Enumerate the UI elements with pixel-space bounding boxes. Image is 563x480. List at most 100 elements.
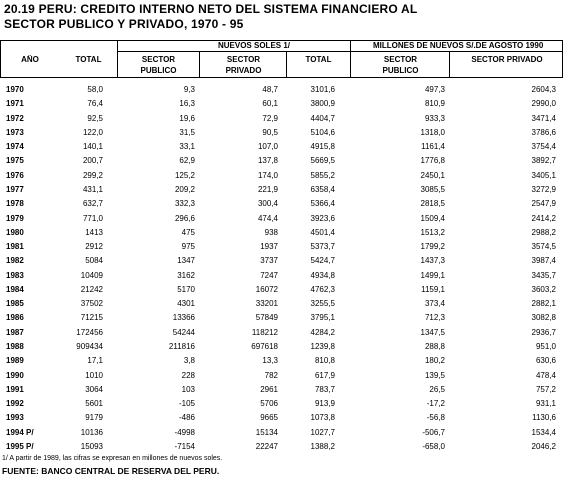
value-cell: 16,3: [179, 99, 195, 109]
year-cell: 1978: [6, 199, 24, 209]
value-cell: 2936,7: [531, 327, 556, 337]
year-cell: 1995 P/: [6, 442, 34, 451]
value-cell: 3405,1: [531, 170, 556, 180]
year-cell: 1974: [6, 142, 24, 152]
value-cell: 3754,4: [531, 142, 556, 152]
year-cell: 1987: [6, 327, 24, 337]
value-cell: -506,7: [422, 427, 445, 437]
value-cell: 5855,2: [310, 170, 335, 180]
value-cell: 107,0: [257, 142, 278, 152]
column-header: SECTOR PUBLICO: [382, 55, 419, 75]
year-cell: 1984: [6, 284, 24, 294]
year-cell: 1973: [6, 127, 24, 137]
value-cell: 4915,8: [310, 142, 335, 152]
value-cell: 72,9: [262, 113, 278, 123]
group-header: MILLONES DE NUEVOS S/.DE AGOSTO 1990: [373, 41, 544, 50]
value-cell: 497,3: [424, 85, 445, 94]
value-cell: 332,3: [174, 199, 195, 209]
value-cell: 2912: [85, 242, 103, 252]
value-cell: 474,4: [257, 213, 278, 223]
value-cell: 2988,2: [531, 227, 556, 237]
value-cell: 300,4: [257, 199, 278, 209]
value-cell: 15134: [255, 427, 278, 437]
column-header: SECTOR PRIVADO: [225, 55, 262, 75]
value-cell: 2450,1: [420, 170, 445, 180]
value-cell: 630,6: [535, 356, 556, 366]
value-cell: 2990,0: [531, 99, 556, 109]
value-cell: 5424,7: [310, 256, 335, 266]
value-cell: 975: [181, 242, 195, 252]
value-cell: 938: [264, 227, 278, 237]
year-cell: 1991: [6, 384, 24, 394]
value-cell: 4762,3: [310, 284, 335, 294]
year-cell: 1994 P/: [6, 427, 34, 437]
year-cell: 1993: [6, 413, 24, 423]
value-cell: 90,5: [262, 127, 278, 137]
value-cell: 200,7: [82, 156, 103, 166]
column-header: SECTOR PRIVADO: [471, 55, 543, 64]
value-cell: 5366,4: [310, 199, 335, 209]
value-cell: -56,8: [426, 413, 445, 423]
value-cell: 296,6: [174, 213, 195, 223]
value-cell: 10409: [80, 270, 103, 280]
value-cell: 3795,1: [310, 313, 335, 323]
value-cell: 54244: [172, 327, 195, 337]
value-cell: 3471,4: [531, 113, 556, 123]
year-cell: 1970: [6, 85, 24, 94]
value-cell: 48,7: [262, 85, 278, 94]
value-cell: 5373,7: [310, 242, 335, 252]
value-cell: 2818,5: [420, 199, 445, 209]
value-cell: 3435,7: [531, 270, 556, 280]
column-header: SECTOR PUBLICO: [140, 55, 177, 75]
value-cell: 3,8: [183, 356, 195, 366]
value-cell: 122,0: [82, 127, 103, 137]
group-header: NUEVOS SOLES 1/: [217, 41, 291, 50]
value-cell: 17,1: [87, 356, 103, 366]
value-cell: 3923,6: [310, 213, 335, 223]
value-cell: 31,5: [179, 127, 195, 137]
value-cell: 1534,4: [531, 427, 556, 437]
value-cell: 913,9: [314, 399, 335, 409]
value-cell: 3737: [260, 256, 278, 266]
title: 20.19 PERU: CREDITO INTERNO NETO DEL SIS…: [4, 2, 418, 16]
value-cell: 909434: [76, 342, 103, 352]
value-cell: 16072: [255, 284, 278, 294]
value-cell: 3892,7: [531, 156, 556, 166]
value-cell: 1799,2: [420, 242, 445, 252]
value-cell: 299,2: [82, 170, 103, 180]
year-cell: 1980: [6, 227, 24, 237]
footnote: 1/ A partir de 1989, las cifras se expre…: [2, 455, 223, 462]
value-cell: 933,3: [424, 113, 445, 123]
value-cell: 62,9: [179, 156, 195, 166]
value-cell: 7247: [260, 270, 278, 280]
value-cell: 15093: [80, 442, 103, 451]
value-cell: 5601: [85, 399, 103, 409]
value-cell: 33,1: [179, 142, 195, 152]
value-cell: 2961: [260, 384, 278, 394]
value-cell: 71215: [80, 313, 103, 323]
value-cell: 632,7: [82, 199, 103, 209]
value-cell: 221,9: [257, 184, 278, 194]
value-cell: 1388,2: [310, 442, 335, 451]
value-cell: 3786,6: [531, 127, 556, 137]
year-cell: 1985: [6, 299, 24, 309]
value-cell: 9,3: [183, 85, 195, 94]
header-box: [199, 51, 287, 78]
value-cell: 1027,7: [310, 427, 335, 437]
value-cell: 9179: [85, 413, 103, 423]
value-cell: 5084: [85, 256, 103, 266]
value-cell: 58,0: [87, 85, 103, 94]
value-cell: 1073,8: [310, 413, 335, 423]
value-cell: 2046,2: [531, 442, 556, 451]
value-cell: 782: [264, 370, 278, 380]
value-cell: 174,0: [257, 170, 278, 180]
value-cell: 1130,6: [532, 413, 556, 423]
value-cell: 21242: [80, 284, 103, 294]
value-cell: 211816: [168, 342, 195, 352]
value-cell: 288,8: [424, 342, 445, 352]
value-cell: 1499,1: [420, 270, 445, 280]
value-cell: 2604,3: [531, 85, 556, 94]
value-cell: 373,4: [424, 299, 445, 309]
value-cell: 1509,4: [420, 213, 445, 223]
year-cell: 1992: [6, 399, 24, 409]
